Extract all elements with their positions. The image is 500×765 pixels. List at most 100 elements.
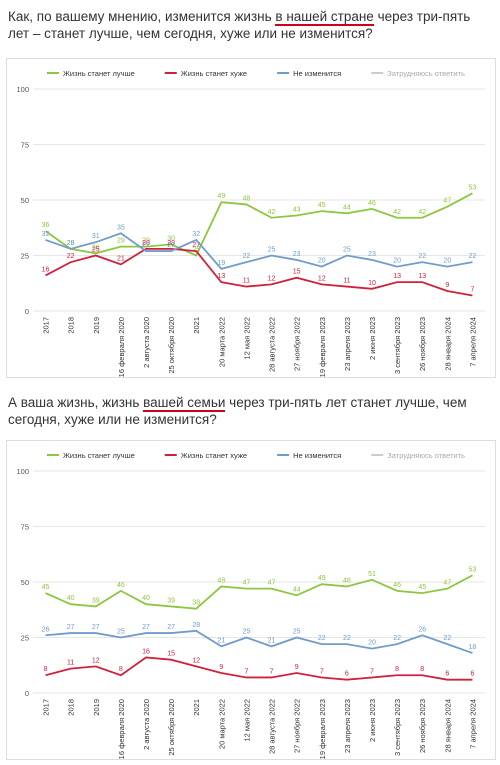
- data-label: 16: [142, 648, 150, 655]
- x-tick-label: 25 октября 2020: [167, 317, 176, 374]
- data-label: 6: [470, 671, 474, 678]
- series-line: [45, 574, 473, 610]
- x-tick-label: 28 августа 2022: [268, 317, 277, 372]
- data-label: 9: [295, 664, 299, 671]
- data-label: 8: [395, 666, 399, 673]
- question-emphasis: вашей семьи: [143, 395, 226, 412]
- x-tick-label: 26 ноября 2023: [418, 699, 427, 753]
- data-label: 6: [445, 671, 449, 678]
- x-tick-label: 28 августа 2022: [268, 699, 277, 754]
- legend-label: Жизнь станет хуже: [181, 451, 247, 460]
- question-text: через три-пять лет станет лучше, чем сег…: [8, 395, 467, 427]
- legend-label: Затрудняюсь ответить: [387, 69, 465, 78]
- data-label: 48: [343, 577, 351, 584]
- data-label: 12: [92, 657, 100, 664]
- series-line: [45, 656, 473, 681]
- data-label: 22: [469, 253, 477, 260]
- data-label: 45: [318, 202, 326, 209]
- data-label: 25: [117, 629, 125, 636]
- data-label: 25: [243, 629, 251, 636]
- x-tick-label: 20 марта 2022: [217, 699, 226, 749]
- x-tick-label: 16 февраля 2020: [117, 699, 126, 759]
- data-label: 8: [119, 666, 123, 673]
- data-label: 48: [243, 195, 251, 202]
- data-label: 8: [420, 666, 424, 673]
- data-label: 7: [244, 668, 248, 675]
- data-label: 23: [368, 251, 376, 258]
- chart-frame: Жизнь станет лучше Жизнь станет хуже Не из…: [6, 440, 496, 760]
- series-line: [45, 232, 473, 270]
- data-label: 32: [42, 231, 50, 238]
- data-label: 49: [318, 575, 326, 582]
- data-label: 40: [142, 595, 150, 602]
- data-label: 9: [219, 664, 223, 671]
- data-label: 6: [345, 671, 349, 678]
- x-tick-label: 20 марта 2022: [217, 317, 226, 367]
- data-label: 42: [268, 209, 276, 216]
- data-label: 20: [393, 258, 401, 265]
- data-label: 42: [393, 209, 401, 216]
- data-label: 12: [268, 275, 276, 282]
- data-label: 46: [368, 200, 376, 207]
- data-label: 15: [293, 269, 301, 276]
- data-label: 40: [67, 595, 75, 602]
- x-tick-label: 25 октября 2020: [167, 699, 176, 756]
- data-label: 9: [445, 282, 449, 289]
- data-label: 21: [217, 637, 225, 644]
- y-tick-label: 25: [21, 634, 29, 643]
- data-label: 12: [192, 657, 200, 664]
- data-label: 47: [243, 580, 251, 587]
- data-label: 10: [368, 280, 376, 287]
- question: А ваша жизнь, жизнь вашей семьи через тр…: [8, 394, 478, 428]
- data-label: 53: [469, 184, 477, 191]
- x-tick-label: 2018: [67, 317, 76, 334]
- data-label: 43: [293, 207, 301, 214]
- chart: Жизнь станет лучше Жизнь станет хуже Не из…: [16, 451, 485, 759]
- data-label: 30: [167, 235, 175, 242]
- question: Как, по вашему мнению, изменится жизнь в…: [8, 8, 478, 42]
- data-label: 22: [318, 635, 326, 642]
- data-label: 21: [117, 255, 125, 262]
- x-tick-label: 28 января 2024: [443, 699, 452, 753]
- data-label: 23: [293, 251, 301, 258]
- data-label: 15: [167, 651, 175, 658]
- data-label: 25: [268, 247, 276, 254]
- x-tick-label: 2 августа 2020: [142, 317, 151, 368]
- data-label: 45: [42, 584, 50, 591]
- data-label: 28: [192, 622, 200, 629]
- data-label: 27: [167, 624, 175, 631]
- data-label: 32: [192, 231, 200, 238]
- data-label: 22: [243, 253, 251, 260]
- data-label: 13: [217, 273, 225, 280]
- data-label: 26: [418, 626, 426, 633]
- data-label: 22: [443, 635, 451, 642]
- y-tick-label: 50: [21, 196, 29, 205]
- data-label: 29: [142, 238, 150, 245]
- data-label: 22: [67, 253, 75, 260]
- x-tick-label: 19 февраля 2023: [318, 317, 327, 377]
- data-label: 42: [418, 209, 426, 216]
- x-tick-label: 7 апреля 2024: [468, 317, 477, 367]
- data-label: 28: [142, 240, 150, 247]
- x-tick-label: 2019: [92, 699, 101, 716]
- y-tick-label: 75: [21, 523, 29, 532]
- x-tick-label: 2 июня 2023: [368, 317, 377, 360]
- data-label: 27: [142, 624, 150, 631]
- y-tick-label: 0: [25, 689, 29, 698]
- data-label: 7: [270, 668, 274, 675]
- x-tick-label: 2017: [42, 699, 51, 716]
- data-label: 49: [217, 193, 225, 200]
- data-label: 27: [192, 242, 200, 249]
- data-label: 20: [368, 640, 376, 647]
- data-label: 47: [443, 198, 451, 205]
- x-tick-label: 12 мая 2022: [242, 317, 251, 360]
- x-tick-label: 23 апреля 2023: [343, 699, 352, 753]
- data-label: 18: [469, 644, 477, 651]
- question-emphasis: в нашей стране: [275, 9, 374, 26]
- data-label: 38: [192, 600, 200, 607]
- data-label: 20: [443, 258, 451, 265]
- data-label: 11: [343, 278, 350, 285]
- y-tick-label: 100: [16, 467, 29, 476]
- series-line: [45, 192, 473, 257]
